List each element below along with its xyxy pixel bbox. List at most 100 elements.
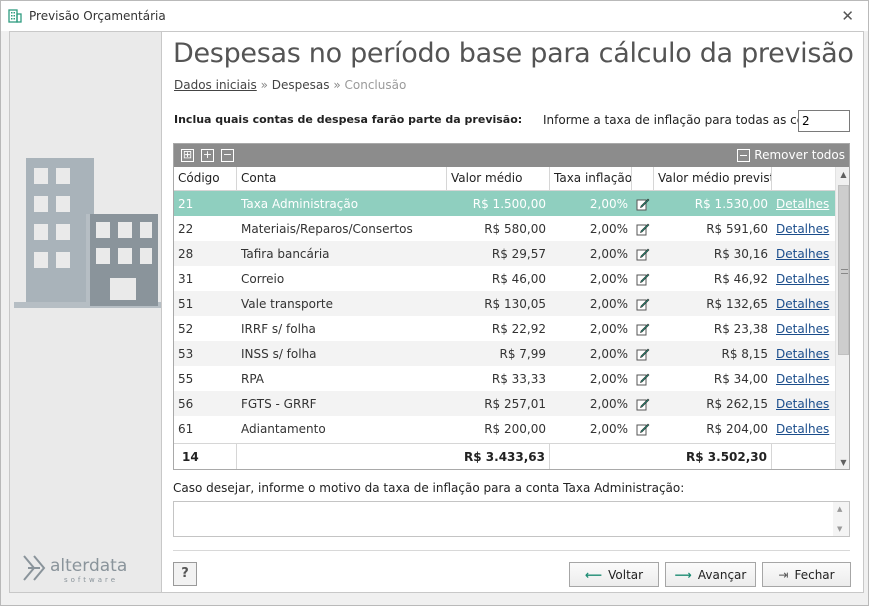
cell-previsto: R$ 46,92 bbox=[713, 271, 768, 286]
cell-taxa: 2,00% bbox=[589, 396, 628, 411]
remove-all-button[interactable]: Remover todos bbox=[737, 148, 845, 162]
header-detalhes bbox=[772, 167, 835, 191]
table-row[interactable]: 51 Vale transporte R$ 130,05 2,00% R$ 13… bbox=[174, 291, 835, 316]
table-row[interactable]: 55 RPA R$ 33,33 2,00% R$ 34,00 Detalhes bbox=[174, 366, 835, 391]
edit-rate-icon[interactable] bbox=[632, 396, 654, 411]
header-taxa-inflacao[interactable]: Taxa inflação bbox=[550, 167, 632, 191]
detalhes-link[interactable]: Detalhes bbox=[776, 371, 830, 386]
detalhes-link[interactable]: Detalhes bbox=[776, 246, 830, 261]
cell-taxa: 2,00% bbox=[589, 321, 628, 336]
cell-conta: Tafira bancária bbox=[241, 246, 330, 261]
fechar-label: Fechar bbox=[794, 567, 835, 582]
cell-code: 61 bbox=[178, 421, 194, 436]
cell-taxa: 2,00% bbox=[589, 196, 628, 211]
inflation-rate-input[interactable] bbox=[798, 110, 850, 132]
cell-conta: IRRF s/ folha bbox=[241, 321, 316, 336]
avancar-button[interactable]: ⟶ Avançar bbox=[665, 562, 756, 587]
cell-conta: Correio bbox=[241, 271, 285, 286]
header-conta[interactable]: Conta bbox=[237, 167, 447, 191]
table-row[interactable]: 31 Correio R$ 46,00 2,00% R$ 46,92 Detal… bbox=[174, 266, 835, 291]
motivo-textarea[interactable] bbox=[174, 502, 834, 536]
cell-taxa: 2,00% bbox=[589, 246, 628, 261]
cell-code: 55 bbox=[178, 371, 194, 386]
footer-divider bbox=[173, 550, 850, 551]
table-row[interactable]: 22 Materiais/Reparos/Consertos R$ 580,00… bbox=[174, 216, 835, 241]
cell-valor: R$ 580,00 bbox=[484, 221, 546, 236]
header-valor-medio[interactable]: Valor médio bbox=[447, 167, 550, 191]
alterdata-logo: alterdata software bbox=[23, 555, 127, 584]
edit-rate-icon[interactable] bbox=[632, 321, 654, 336]
total-valor-previsto: R$ 3.502,30 bbox=[550, 443, 772, 469]
breadcrumb-separator: » bbox=[260, 78, 268, 92]
motivo-scroll-down-icon[interactable]: ▼ bbox=[837, 525, 843, 533]
add-row-icon[interactable]: + bbox=[201, 148, 214, 162]
edit-rate-icon[interactable] bbox=[632, 271, 654, 286]
avancar-label: Avançar bbox=[697, 567, 747, 582]
motivo-scroll-up-icon[interactable]: ▲ bbox=[837, 505, 843, 513]
cell-previsto: R$ 591,60 bbox=[706, 221, 768, 236]
table-row[interactable]: 21 Taxa Administração R$ 1.500,00 2,00% … bbox=[174, 191, 835, 216]
detalhes-link[interactable]: Detalhes bbox=[776, 271, 830, 286]
cell-taxa: 2,00% bbox=[589, 221, 628, 236]
cell-taxa: 2,00% bbox=[589, 421, 628, 436]
header-edit bbox=[632, 167, 654, 191]
building-app-icon bbox=[8, 9, 22, 23]
scroll-down-icon[interactable]: ▼ bbox=[840, 458, 847, 467]
cell-conta: Materiais/Reparos/Consertos bbox=[241, 221, 413, 236]
window-title: Previsão Orçamentária bbox=[29, 9, 166, 23]
detalhes-link[interactable]: Detalhes bbox=[776, 346, 830, 361]
fechar-button[interactable]: ⇥ Fechar bbox=[762, 562, 851, 587]
cell-conta: Vale transporte bbox=[241, 296, 333, 311]
table-row[interactable]: 56 FGTS - GRRF R$ 257,01 2,00% R$ 262,15… bbox=[174, 391, 835, 416]
header-valor-previsto[interactable]: Valor médio previsto bbox=[654, 167, 772, 191]
cell-valor: R$ 200,00 bbox=[484, 421, 546, 436]
table-row[interactable]: 61 Adiantamento R$ 200,00 2,00% R$ 204,0… bbox=[174, 416, 835, 441]
expand-all-icon[interactable]: ⊞ bbox=[181, 148, 194, 162]
breadcrumb-dados-iniciais[interactable]: Dados iniciais bbox=[174, 78, 257, 92]
header-codigo[interactable]: Código bbox=[174, 167, 237, 191]
cell-code: 51 bbox=[178, 296, 194, 311]
cell-conta: RPA bbox=[241, 371, 265, 386]
table-row[interactable]: 53 INSS s/ folha R$ 7,99 2,00% R$ 8,15 D… bbox=[174, 341, 835, 366]
remove-row-icon[interactable]: − bbox=[221, 148, 234, 162]
table-row[interactable]: 28 Tafira bancária R$ 29,57 2,00% R$ 30,… bbox=[174, 241, 835, 266]
cell-code: 56 bbox=[178, 396, 194, 411]
scroll-thumb[interactable] bbox=[838, 185, 849, 355]
detalhes-link[interactable]: Detalhes bbox=[776, 421, 830, 436]
cell-conta: Adiantamento bbox=[241, 421, 326, 436]
cell-previsto: R$ 204,00 bbox=[706, 421, 768, 436]
motivo-scrollbar[interactable]: ▲ ▼ bbox=[833, 502, 849, 536]
grid-scrollbar[interactable]: ▲ ▼ bbox=[835, 167, 849, 469]
edit-rate-icon[interactable] bbox=[632, 296, 654, 311]
edit-rate-icon[interactable] bbox=[632, 371, 654, 386]
remove-all-icon bbox=[737, 148, 751, 162]
help-button[interactable]: ? bbox=[173, 562, 197, 586]
cell-previsto: R$ 1.530,00 bbox=[694, 196, 768, 211]
detalhes-link[interactable]: Detalhes bbox=[776, 196, 830, 211]
arrow-right-icon: ⟶ bbox=[674, 567, 692, 582]
grid-totals-row: 14 R$ 3.433,63 R$ 3.502,30 bbox=[174, 443, 835, 469]
cell-code: 53 bbox=[178, 346, 194, 361]
grid-header: Código Conta Valor médio Taxa inflação V… bbox=[174, 167, 835, 191]
breadcrumb-separator: » bbox=[333, 78, 341, 92]
edit-rate-icon[interactable] bbox=[632, 221, 654, 236]
table-row[interactable]: 52 IRRF s/ folha R$ 22,92 2,00% R$ 23,38… bbox=[174, 316, 835, 341]
detalhes-link[interactable]: Detalhes bbox=[776, 321, 830, 336]
cell-taxa: 2,00% bbox=[589, 371, 628, 386]
cell-code: 31 bbox=[178, 271, 194, 286]
edit-rate-icon[interactable] bbox=[632, 246, 654, 261]
cell-valor: R$ 130,05 bbox=[484, 296, 546, 311]
close-window-icon[interactable]: ✕ bbox=[841, 7, 854, 25]
edit-rate-icon[interactable] bbox=[632, 421, 654, 436]
arrow-left-icon: ⟵ bbox=[584, 567, 603, 582]
detalhes-link[interactable]: Detalhes bbox=[776, 221, 830, 236]
detalhes-link[interactable]: Detalhes bbox=[776, 396, 830, 411]
detalhes-link[interactable]: Detalhes bbox=[776, 296, 830, 311]
expenses-grid: ⊞ + − Remover todos Código Conta Valor m… bbox=[173, 143, 850, 470]
scroll-up-icon[interactable]: ▲ bbox=[840, 170, 847, 179]
page-title: Despesas no período base para cálculo da… bbox=[173, 38, 854, 69]
title-bar: Previsão Orçamentária ✕ bbox=[1, 1, 868, 31]
edit-rate-icon[interactable] bbox=[632, 346, 654, 361]
voltar-button[interactable]: ⟵ Voltar bbox=[569, 562, 659, 587]
edit-rate-icon[interactable] bbox=[632, 196, 654, 211]
